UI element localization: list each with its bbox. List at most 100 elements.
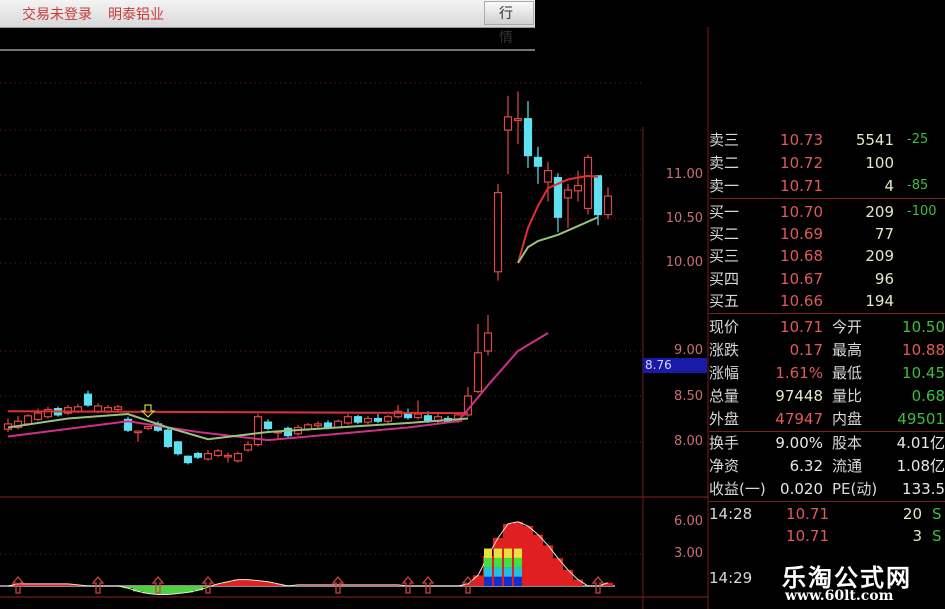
order-volume: 100 (865, 154, 894, 172)
candle-up (413, 413, 423, 419)
candle-up (583, 156, 593, 210)
indicator-bar-positive (253, 580, 263, 586)
fund-label-2: 流通 (832, 457, 863, 475)
signal-bar (494, 576, 502, 586)
up-arrow-icon (11, 575, 25, 594)
fund-label: 换手 (709, 434, 740, 452)
fund-label: 收益(一) (709, 480, 766, 498)
stat-label-2: 今开 (832, 318, 863, 336)
order-label: 买五 (709, 292, 740, 310)
price-tick: 10.00 (665, 255, 703, 270)
stat-row: 现价 10.71 今开 10.50 (709, 316, 945, 338)
candle-up (493, 192, 503, 273)
stat-label: 现价 (709, 318, 740, 336)
up-arrow-icon (401, 575, 415, 594)
tick-row: 14:29 (709, 567, 945, 589)
order-label: 卖三 (709, 131, 740, 149)
up-arrow-icon (591, 575, 605, 594)
divider (709, 313, 945, 314)
indicator-bar-positive (463, 583, 473, 586)
indicator-bar-positive (523, 526, 533, 586)
stat-row: 涨跌 0.17 最高 10.88 (709, 339, 945, 361)
fund-value: 0.020 (780, 480, 823, 498)
signal-bar (484, 557, 492, 568)
candle-up (243, 444, 253, 451)
stat-label: 总量 (709, 387, 740, 405)
candle-up (513, 118, 523, 122)
order-volume: 96 (874, 270, 894, 288)
candle-down (123, 418, 133, 431)
order-row-buy: 买四 10.67 96 (709, 268, 945, 290)
candle-up (313, 423, 323, 427)
stat-label-2: 量比 (832, 387, 863, 405)
indicator-bar-positive (23, 583, 33, 586)
fundamental-row: 净资 6.32 流通 1.08亿 (709, 455, 945, 477)
fundamental-row: 收益(一) 0.020 PE(动) 133.5 (709, 478, 945, 500)
fund-value-2: 4.01亿 (896, 434, 945, 452)
candle-down (553, 177, 563, 218)
tick-price: 10.71 (786, 527, 829, 545)
stat-row: 总量 97448 量比 0.68 (709, 385, 945, 407)
indicator-bar-positive (263, 581, 273, 586)
candlestick-chart[interactable] (0, 27, 709, 609)
candle-up (543, 170, 553, 183)
order-price: 10.67 (780, 270, 823, 288)
candle-down (593, 175, 603, 216)
tick-row: 10.71 3 S (709, 525, 945, 547)
indicator-bar-positive (293, 584, 303, 586)
indicator-bar-positive (553, 558, 563, 586)
order-price: 10.70 (780, 203, 823, 221)
fund-label-2: 股本 (832, 434, 863, 452)
divider (709, 501, 945, 502)
login-status: 交易未登录 (22, 7, 92, 23)
order-price: 10.69 (780, 225, 823, 243)
indicator-bar-positive (353, 584, 363, 586)
candle-up (363, 417, 373, 423)
candle-down (353, 416, 363, 423)
moving-average-line (7, 412, 469, 441)
candle-up (233, 453, 243, 462)
order-price: 10.68 (780, 247, 823, 265)
signal-bar (484, 567, 492, 577)
candle-up (13, 420, 23, 429)
indicator-tick: 6.00 (674, 514, 703, 529)
indicator-bar-positive (233, 579, 243, 586)
stat-label-2: 最低 (832, 364, 863, 382)
indicator-bar-positive (313, 584, 323, 586)
candle-up (563, 189, 573, 199)
candle-up (93, 405, 103, 412)
order-row-buy: 买三 10.68 209 (709, 245, 945, 267)
indicator-bar-positive (563, 569, 573, 586)
indicator-bar-positive (543, 545, 553, 586)
indicator-bar-positive (303, 584, 313, 586)
signal-bar (504, 567, 512, 577)
price-tick: 8.00 (674, 434, 703, 449)
candle-up (133, 430, 143, 434)
signal-bar (484, 548, 492, 558)
signal-bar (484, 576, 492, 586)
price-tick: 9.00 (674, 343, 703, 358)
candle-up (253, 416, 263, 446)
indicator-bar-positive (533, 534, 543, 586)
stock-name: 明泰铝业 (108, 7, 164, 23)
quote-button[interactable]: 行 情 (484, 1, 534, 46)
stat-row: 涨幅 1.61% 最低 10.45 (709, 362, 945, 384)
down-arrow-icon (140, 404, 156, 418)
indicator-bar-negative (203, 586, 213, 588)
candle-up (383, 416, 393, 422)
tick-side: S (932, 505, 942, 523)
order-volume: 194 (865, 292, 894, 310)
fund-value: 6.32 (789, 457, 823, 475)
candle-down (163, 429, 173, 448)
tick-time: 14:28 (709, 505, 753, 523)
top-status-bar: 交易未登录 明泰铝业 行 情 (0, 0, 535, 46)
order-row-buy: 买五 10.66 194 (709, 290, 945, 312)
stat-row: 外盘 47947 内盘 49501 (709, 408, 945, 430)
indicator-bar-positive (383, 584, 393, 586)
signal-bar (514, 567, 522, 577)
price-tick: 11.00 (665, 167, 703, 182)
signal-bar (504, 557, 512, 568)
order-label: 卖一 (709, 177, 740, 195)
moving-average-line (7, 410, 469, 415)
up-arrow-icon (331, 575, 345, 594)
